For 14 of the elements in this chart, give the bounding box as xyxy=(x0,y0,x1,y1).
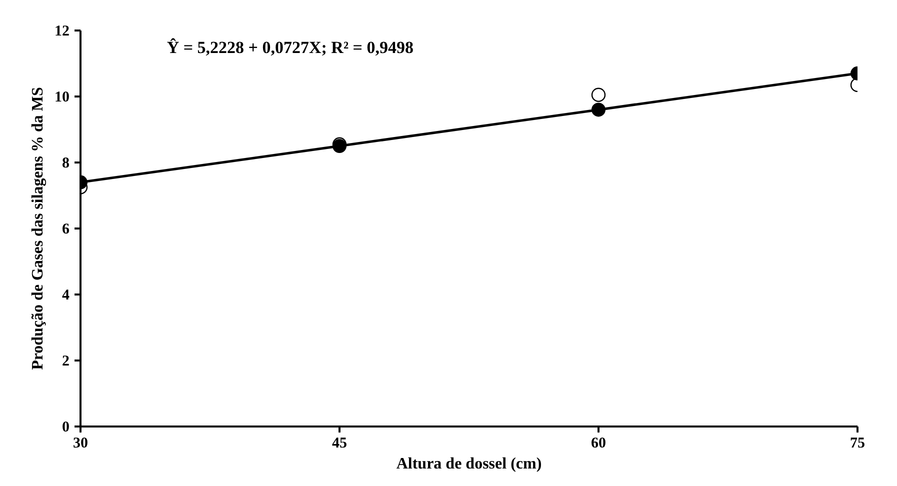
y-tick-label: 8 xyxy=(62,156,70,172)
x-tick-label: 60 xyxy=(591,436,606,452)
y-tick-label: 2 xyxy=(62,354,70,370)
x-tick-label: 45 xyxy=(332,436,347,452)
annotation: Ŷ = 5,2228 + 0,0727X; R² = 0,9498 xyxy=(166,38,414,57)
y-tick-label: 4 xyxy=(62,288,70,304)
x-axis-title: Altura de dossel (cm) xyxy=(396,456,542,472)
y-tick-label: 6 xyxy=(62,222,70,238)
y-tick-label: 10 xyxy=(54,90,70,106)
y-axis-title: Produção de Gases das silagens % da MS xyxy=(30,86,46,370)
y-tick-label: 12 xyxy=(54,24,70,40)
y-tick-label: 0 xyxy=(62,420,70,436)
x-tick-label: 30 xyxy=(73,436,88,452)
x-tick-label: 75 xyxy=(850,436,865,452)
